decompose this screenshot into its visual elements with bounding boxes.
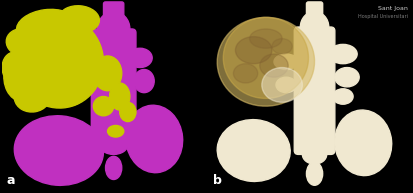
Text: a: a <box>6 174 14 187</box>
Ellipse shape <box>6 29 38 56</box>
Ellipse shape <box>81 35 101 50</box>
Ellipse shape <box>2 52 26 83</box>
Ellipse shape <box>306 162 322 185</box>
Ellipse shape <box>126 105 182 173</box>
Ellipse shape <box>223 17 308 98</box>
Ellipse shape <box>109 83 130 110</box>
Ellipse shape <box>217 17 314 106</box>
Ellipse shape <box>235 37 271 64</box>
FancyBboxPatch shape <box>91 29 135 143</box>
Ellipse shape <box>119 102 135 122</box>
Ellipse shape <box>17 9 77 45</box>
Ellipse shape <box>328 44 356 64</box>
Text: Hospital Universitari: Hospital Universitari <box>357 14 407 19</box>
Ellipse shape <box>261 68 301 102</box>
Ellipse shape <box>332 89 352 104</box>
FancyBboxPatch shape <box>306 2 322 21</box>
FancyBboxPatch shape <box>294 27 334 154</box>
Ellipse shape <box>99 135 128 154</box>
Ellipse shape <box>334 68 358 87</box>
Ellipse shape <box>128 48 152 68</box>
Ellipse shape <box>300 12 328 42</box>
FancyBboxPatch shape <box>103 2 123 25</box>
Ellipse shape <box>273 54 298 69</box>
Ellipse shape <box>97 12 130 46</box>
Ellipse shape <box>301 145 326 164</box>
Ellipse shape <box>59 6 99 33</box>
Ellipse shape <box>249 29 281 48</box>
Ellipse shape <box>259 54 287 77</box>
Ellipse shape <box>233 64 257 83</box>
Ellipse shape <box>134 69 154 93</box>
Ellipse shape <box>334 110 391 176</box>
Ellipse shape <box>93 56 121 91</box>
Ellipse shape <box>107 125 123 137</box>
Ellipse shape <box>14 15 103 108</box>
Ellipse shape <box>217 120 290 181</box>
Ellipse shape <box>4 45 49 102</box>
Ellipse shape <box>105 156 121 179</box>
Ellipse shape <box>49 79 85 106</box>
Text: Sant Joan: Sant Joan <box>377 6 407 11</box>
Text: b: b <box>213 174 221 187</box>
Ellipse shape <box>14 81 50 112</box>
Ellipse shape <box>275 77 296 93</box>
Ellipse shape <box>14 116 103 185</box>
Ellipse shape <box>93 96 113 116</box>
Ellipse shape <box>271 39 292 54</box>
